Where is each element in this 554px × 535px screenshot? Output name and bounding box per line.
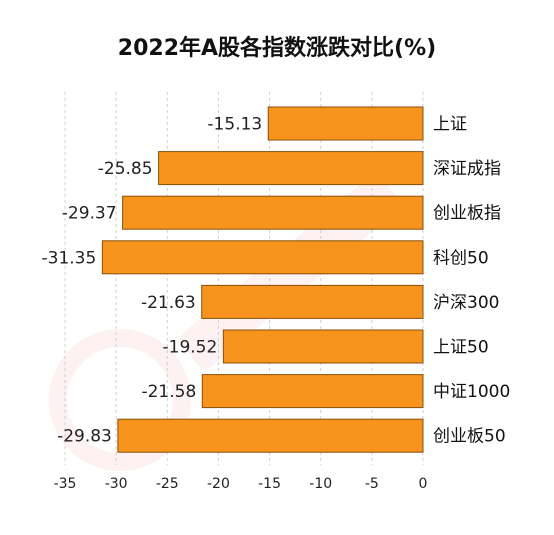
bar [117,418,424,453]
data-label: -21.63 [141,293,196,313]
bars [101,106,424,453]
x-tick-label: -10 [309,476,332,492]
bar [158,151,424,186]
bar [101,240,424,275]
chart-title: 2022年A股各指数涨跌对比(%) [117,36,437,61]
category-label: 上证50 [433,338,489,358]
bar [201,284,424,319]
x-tick-label: -20 [207,476,230,492]
bar [201,374,424,409]
category-label: 中证1000 [433,382,510,402]
category-label: 科创50 [433,248,489,268]
category-label: 创业板指 [433,204,501,224]
data-label: -25.85 [98,159,153,179]
data-label: -21.58 [141,382,196,402]
bar [122,195,424,230]
category-label: 创业板50 [433,427,506,447]
data-label: -15.13 [207,115,262,135]
category-label: 深证成指 [433,159,501,179]
bar [222,329,424,364]
category-label: 上证 [433,115,467,135]
x-tick-label: -15 [258,476,281,492]
data-label: -29.83 [57,427,112,447]
x-tick-label: -35 [54,476,77,492]
data-label: -19.52 [163,338,218,358]
value-labels: -15.13 -25.85 -29.37 -31.35 -21.63 -19.52 -21.… [42,115,263,447]
bar [267,106,424,141]
x-tick-label: -25 [156,476,179,492]
x-tick-label: -30 [105,476,128,492]
data-label: -31.35 [42,248,97,268]
x-axis-ticks: -35 -30 -25 -20 -15 -10 -5 0 [54,476,428,492]
grid-lines [64,92,424,465]
x-tick-label: -5 [365,476,379,492]
x-tick-label: 0 [419,476,428,492]
category-label: 沪深300 [433,293,499,313]
data-label: -29.37 [62,204,117,224]
